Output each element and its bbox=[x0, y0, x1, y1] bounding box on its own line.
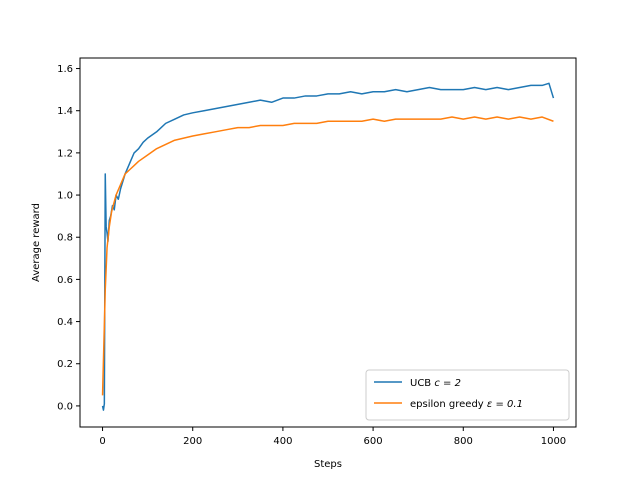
x-tick-label: 800 bbox=[454, 436, 473, 447]
x-tick-label: 0 bbox=[99, 436, 105, 447]
plot-frame bbox=[79, 57, 577, 428]
series-layer bbox=[101, 82, 555, 411]
x-axis-label: Steps bbox=[314, 459, 342, 470]
y-tick-label: 0.8 bbox=[57, 233, 73, 244]
legend-label: UCB c = 2 bbox=[410, 378, 461, 389]
legend-label-math: ε = 0.1 bbox=[487, 399, 523, 410]
y-tick-label: 1.4 bbox=[57, 106, 73, 117]
y-tick-label: 0.6 bbox=[57, 275, 73, 286]
y-tick-label: 0.0 bbox=[57, 401, 73, 412]
legend-box bbox=[365, 369, 570, 421]
y-tick-label: 0.2 bbox=[57, 359, 73, 370]
x-axis: 0 200 400 600 800 1000 bbox=[99, 427, 566, 447]
y-tick-label: 1.6 bbox=[57, 64, 73, 75]
y-axis-label: Average reward bbox=[31, 203, 42, 282]
legend-label-math: c = 2 bbox=[434, 378, 461, 389]
legend: UCB c = 2 epsilon greedy ε = 0.1 bbox=[365, 369, 570, 421]
legend-label-prefix: epsilon greedy bbox=[410, 399, 487, 410]
legend-label: epsilon greedy ε = 0.1 bbox=[410, 399, 523, 410]
y-axis: 0.0 0.2 0.4 0.6 0.8 1.0 1.2 1.4 1.6 bbox=[57, 64, 80, 412]
x-tick-label: 200 bbox=[183, 436, 202, 447]
y-tick-label: 1.0 bbox=[57, 191, 73, 202]
legend-label-prefix: UCB bbox=[410, 378, 434, 389]
x-tick-label: 1000 bbox=[541, 436, 566, 447]
x-tick-label: 400 bbox=[273, 436, 292, 447]
y-tick-label: 1.2 bbox=[57, 148, 73, 159]
plot-area bbox=[80, 58, 576, 427]
x-tick-label: 600 bbox=[364, 436, 383, 447]
y-tick-label: 0.4 bbox=[57, 317, 73, 328]
series-line-1 bbox=[101, 116, 554, 396]
